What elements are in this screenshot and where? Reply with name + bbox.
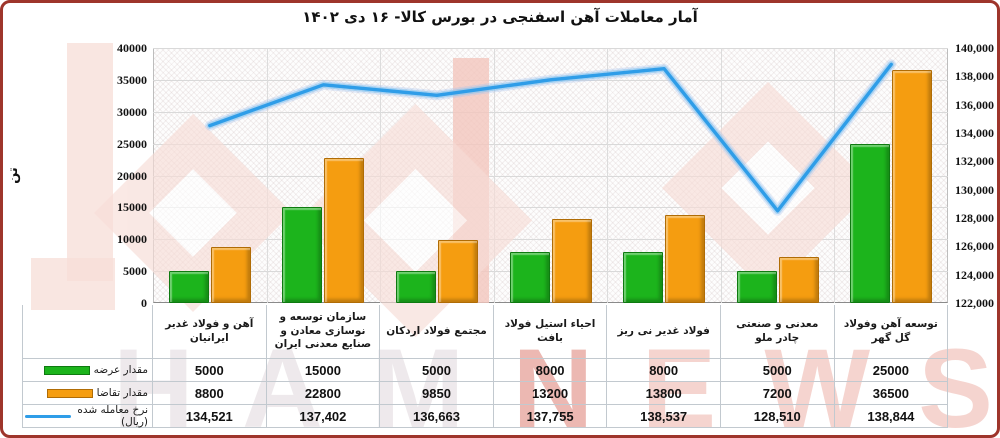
h-gridline xyxy=(153,207,948,209)
value-cell: 5000 xyxy=(720,359,835,382)
category-label: توسعه آهن وفولاد گل گهر xyxy=(834,305,949,359)
left-axis-title: تن xyxy=(5,167,21,184)
v-gridline xyxy=(607,48,609,303)
h-gridline xyxy=(153,239,948,241)
value-cell: 13800 xyxy=(607,382,721,405)
right-axis-tick: 124,000 xyxy=(955,267,994,282)
left-axis-tick: 25000 xyxy=(117,136,147,151)
value-cell: 15000 xyxy=(266,359,381,382)
category-label: مجتمع فولاد اردکان xyxy=(380,305,494,359)
left-axis-tick: 35000 xyxy=(117,72,147,87)
legend-label: نرخ معامله شده (ریال) xyxy=(77,404,148,428)
value-cell: 138,537 xyxy=(607,405,721,428)
right-axis-tick: 122,000 xyxy=(955,296,994,310)
value-cell: 5000 xyxy=(153,359,267,382)
right-axis-tick: 128,000 xyxy=(955,211,994,225)
value-cell: 137,755 xyxy=(493,405,608,428)
h-gridline xyxy=(153,175,948,177)
left-axis-tick: 10000 xyxy=(117,232,147,247)
left-axis-tick: 15000 xyxy=(117,200,147,215)
table-ghost-cell xyxy=(948,405,988,428)
value-cell: 5000 xyxy=(380,359,494,382)
right-axis-tick: 136,000 xyxy=(955,97,994,112)
left-axis-tick: 5000 xyxy=(123,264,147,279)
legend-item: مقدار تقاضا xyxy=(22,382,153,405)
legend-item: مقدار عرضه xyxy=(22,359,153,382)
chart-title: آمار معاملات آهن اسفنجی در بورس کالا- ۱۶… xyxy=(302,8,698,26)
h-gridline xyxy=(153,271,948,273)
left-axis-tick: 20000 xyxy=(117,168,147,183)
value-cell: 8000 xyxy=(493,359,608,382)
data-table: آهن و فولاد غدیر ایرانیان سازمان توسعه و … xyxy=(22,305,988,428)
value-cell: 36500 xyxy=(834,382,949,405)
table-corner-cell xyxy=(22,305,153,359)
value-cell: 9850 xyxy=(380,382,494,405)
category-label: سازمان توسعه و نوسازی معادن و صنایع معدن… xyxy=(266,305,381,359)
category-label: فولاد غدیر نی ریز xyxy=(607,305,721,359)
demand-bar xyxy=(551,218,592,303)
value-cell: 8800 xyxy=(153,382,267,405)
value-cell: 13200 xyxy=(493,382,608,405)
right-axis-tick: 138,000 xyxy=(955,69,994,84)
h-gridline xyxy=(153,48,948,49)
line-legend-swatch xyxy=(25,414,71,418)
category-label: معدنی و صنعتی چادر ملو xyxy=(720,305,835,359)
table-ghost-cell xyxy=(948,305,988,359)
h-gridline xyxy=(153,111,948,113)
category-label: آهن و فولاد غدیر ایرانیان xyxy=(153,305,267,359)
right-axis-tick: 134,000 xyxy=(955,126,994,140)
value-cell: 8000 xyxy=(607,359,721,382)
value-cell: 136,663 xyxy=(380,405,494,428)
demand-bar xyxy=(892,70,933,303)
value-cell: 7200 xyxy=(720,382,835,405)
value-cell: 137,402 xyxy=(266,405,381,428)
bar-legend-swatch xyxy=(46,388,93,398)
left-axis-tick: 40000 xyxy=(117,41,147,55)
right-axis-tick: 132,000 xyxy=(955,154,994,169)
h-gridline xyxy=(153,143,948,145)
value-cell: 134,521 xyxy=(153,405,267,428)
right-axis-tick: 130,000 xyxy=(955,182,994,197)
value-cell: 128,510 xyxy=(720,405,835,428)
table-ghost-cell xyxy=(948,382,988,405)
category-label: احیاء استیل فولاد بافت xyxy=(493,305,608,359)
value-cell: 22800 xyxy=(266,382,381,405)
table-ghost-cell xyxy=(948,359,988,382)
right-axis-tick: 126,000 xyxy=(955,239,994,254)
value-cell: 25000 xyxy=(834,359,949,382)
legend-item: نرخ معامله شده (ریال) xyxy=(22,404,153,428)
left-axis-tick: 30000 xyxy=(117,104,147,119)
value-cell: 138,844 xyxy=(834,405,949,428)
supply-bar xyxy=(623,252,664,303)
price-line xyxy=(204,59,897,216)
left-axis-tick: 0 xyxy=(141,296,147,310)
legend-label: مقدار عرضه xyxy=(93,364,148,376)
legend-label: مقدار تقاضا xyxy=(96,387,148,399)
right-axis-tick: 140,000 xyxy=(955,41,994,55)
bar-legend-swatch xyxy=(43,365,90,375)
